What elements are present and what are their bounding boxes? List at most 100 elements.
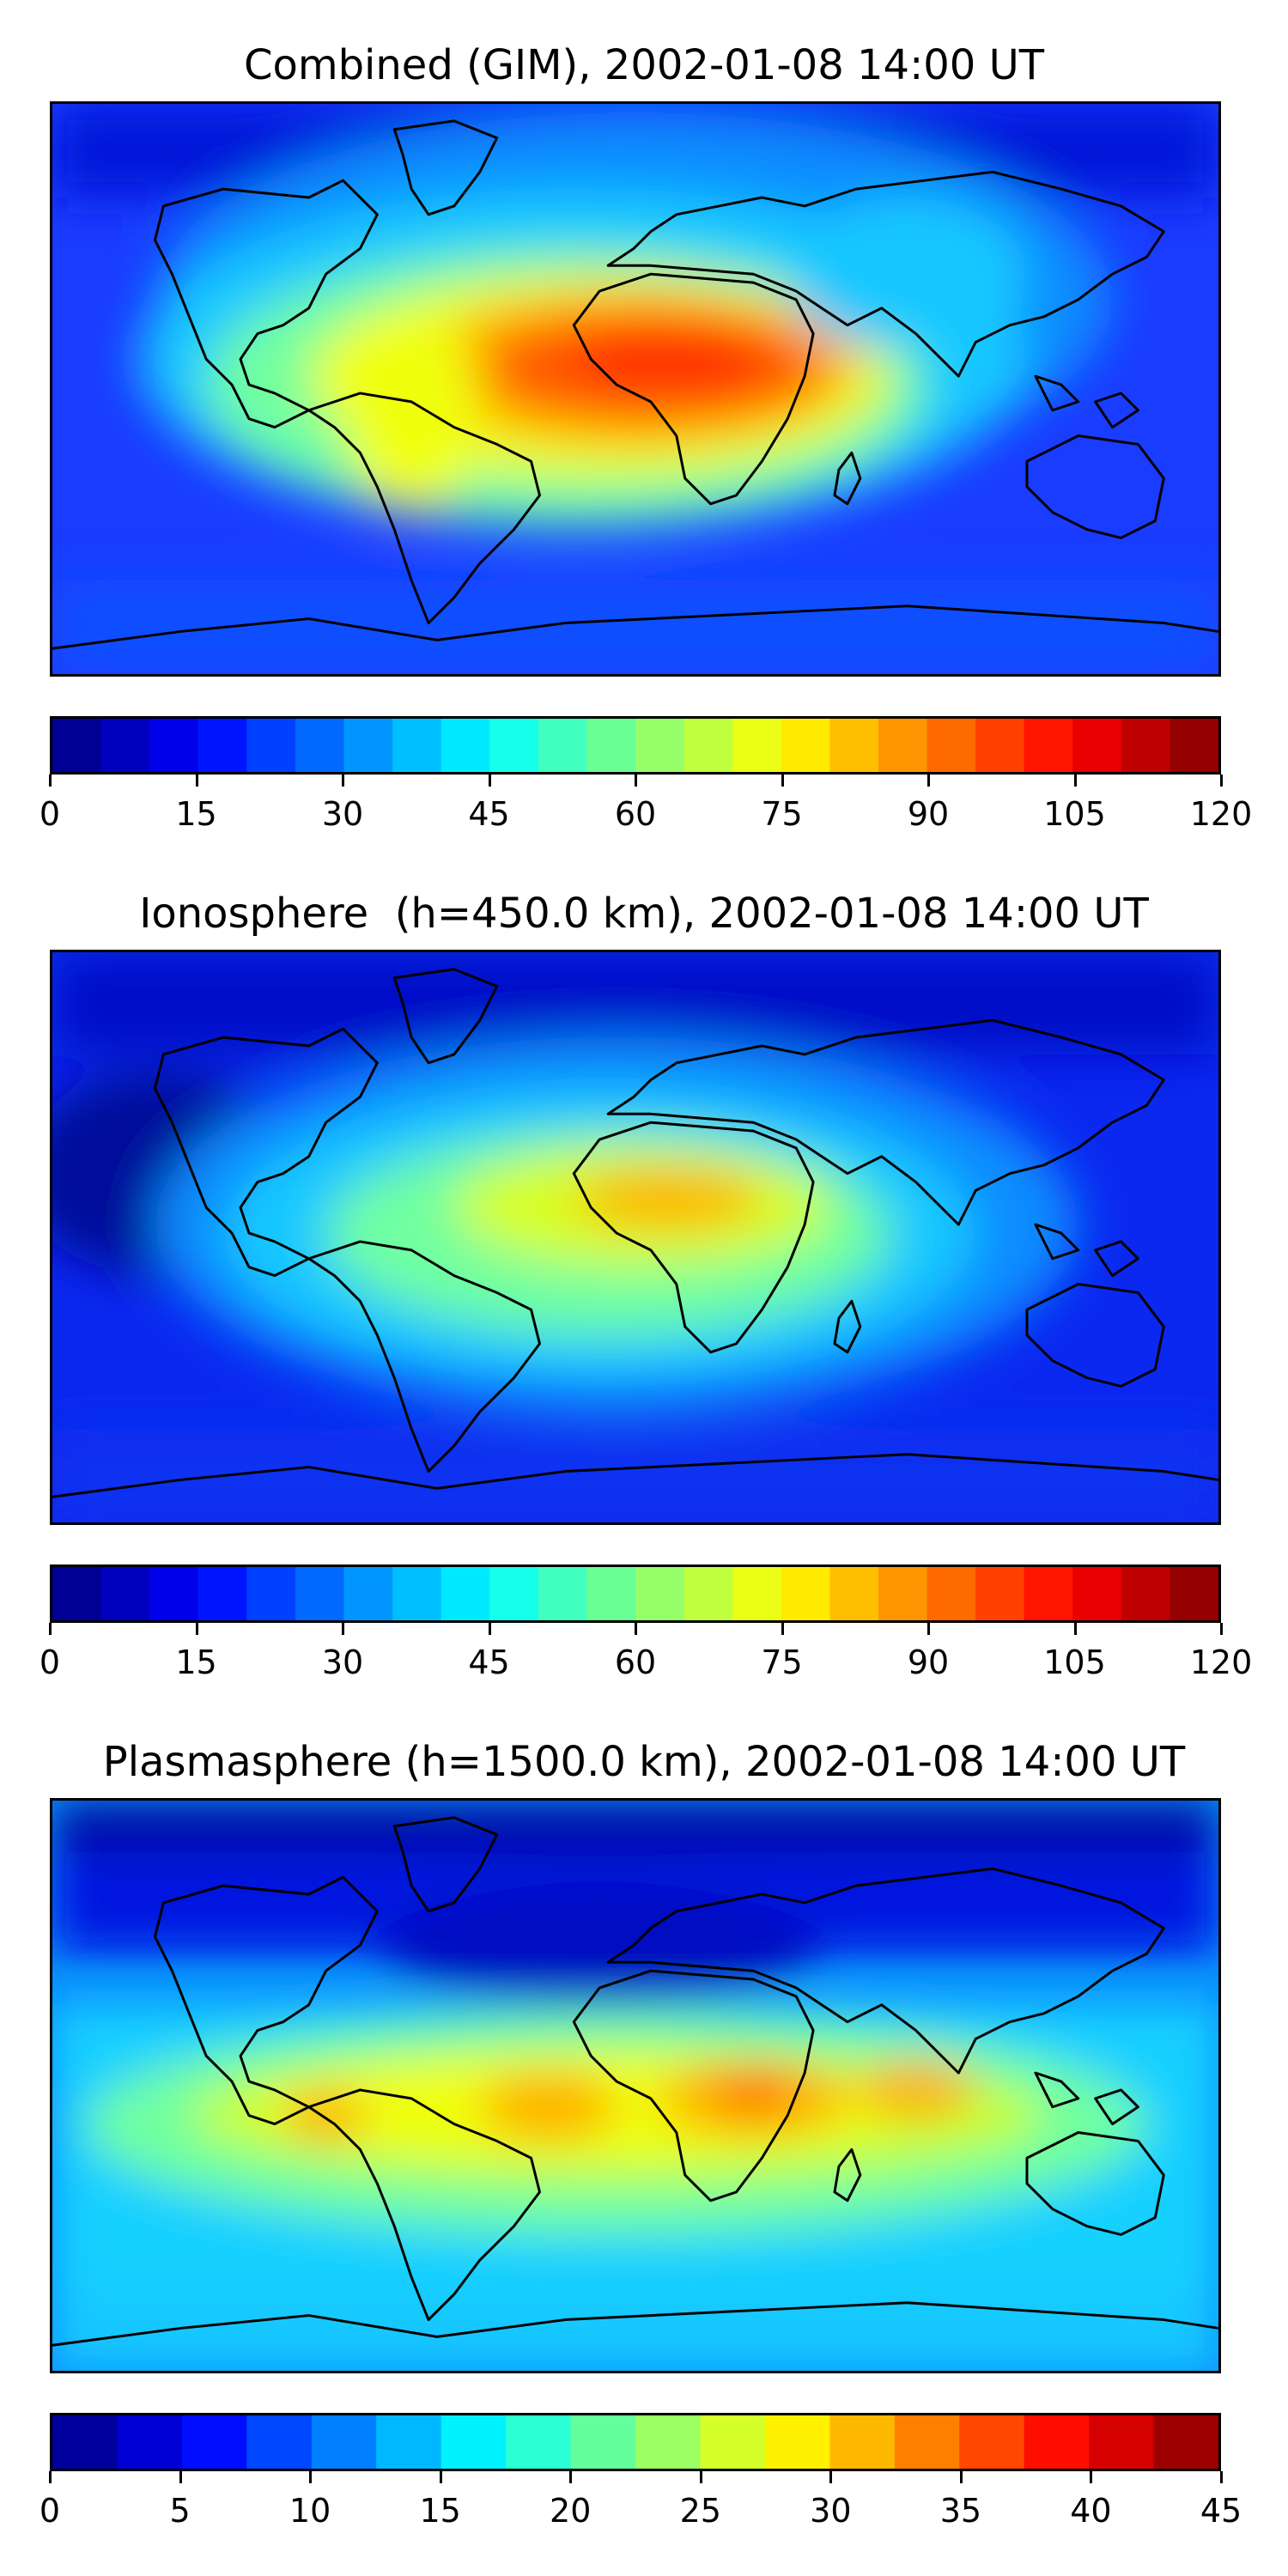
colorbar-swatch — [683, 719, 733, 772]
colorbar-swatch — [732, 719, 782, 772]
colorbar-swatch — [246, 1567, 296, 1620]
colorbar-swatch — [311, 2415, 377, 2469]
colorbar-swatch — [100, 719, 150, 772]
colorbar-swatch — [1121, 719, 1171, 772]
colorbar-swatch — [1024, 719, 1073, 772]
colorbar-tick-mark — [342, 775, 344, 787]
colorbar-swatch — [197, 1567, 247, 1620]
colorbar-tick-mark — [569, 2471, 573, 2483]
colorbar-swatch — [392, 1567, 442, 1620]
colorbar-tick-label: 30 — [321, 1643, 364, 1681]
colorbar-tick-mark — [49, 2471, 52, 2483]
colorbar-swatch — [1121, 1567, 1171, 1620]
colorbar-2-ticks: 0 15 30 45 60 75 90 105 120 — [39, 1623, 1252, 1683]
colorbar-tick-mark — [488, 775, 491, 787]
colorbar-swatch — [440, 719, 490, 772]
colorbar-swatch — [570, 2415, 636, 2469]
colorbar-tick-mark — [1090, 2471, 1093, 2483]
colorbar-tick-label: 90 — [907, 1643, 950, 1681]
colorbar-tick-mark — [195, 1623, 198, 1635]
colorbar-swatch — [1024, 1567, 1073, 1620]
colorbar-tick-mark — [959, 2471, 963, 2483]
colorbar-tick-label: 45 — [468, 795, 510, 833]
colorbar-tick-mark — [927, 1623, 930, 1635]
colorbar-swatch — [635, 719, 685, 772]
colorbar-swatch — [246, 719, 296, 772]
colorbar-tick-mark — [488, 1623, 491, 1635]
colorbar-tick-mark — [1220, 775, 1223, 787]
colorbar-swatch — [732, 1567, 782, 1620]
colorbar-swatch — [1170, 1567, 1218, 1620]
colorbar-tick-label: 120 — [1189, 795, 1253, 833]
colorbar-swatch — [52, 2415, 118, 2469]
colorbar-tick-label: 45 — [1200, 2492, 1242, 2530]
colorbar-tick-mark — [635, 775, 637, 787]
colorbar-tick-mark — [49, 775, 52, 787]
panel-3-title: Plasmasphere (h=1500.0 km), 2002-01-08 1… — [102, 1738, 1186, 1786]
colorbar-tick-label: 20 — [550, 2492, 592, 2530]
colorbar-tick-mark — [1220, 1623, 1223, 1635]
colorbar-swatch — [927, 1567, 976, 1620]
colorbar-tick-label: 30 — [321, 795, 364, 833]
colorbar-2 — [50, 1564, 1221, 1623]
colorbar-1-ticks: 0 15 30 45 60 75 90 105 120 — [39, 775, 1252, 835]
colorbar-tick-label: 25 — [679, 2492, 721, 2530]
colorbar-tick-label: 45 — [468, 1643, 510, 1681]
colorbar-swatch — [181, 2415, 247, 2469]
colorbar-tick-mark — [309, 2471, 313, 2483]
colorbar-swatch — [538, 1567, 588, 1620]
colorbar-tick-mark — [781, 1623, 784, 1635]
colorbar-swatch — [829, 1567, 879, 1620]
colorbar-swatch — [149, 719, 199, 772]
colorbar-swatch — [635, 1567, 685, 1620]
colorbar-swatch — [894, 2415, 960, 2469]
colorbar-swatch — [197, 719, 247, 772]
coastlines — [52, 1816, 1218, 2347]
colorbar-swatch — [52, 1567, 102, 1620]
colorbar-swatch — [878, 1567, 928, 1620]
colorbar-swatch — [295, 719, 345, 772]
colorbar-swatch — [829, 2415, 896, 2469]
tec-field-combined — [52, 104, 1218, 674]
colorbar-swatch — [1072, 719, 1122, 772]
panel-1-title: Combined (GIM), 2002-01-08 14:00 UT — [243, 41, 1045, 89]
colorbar-swatch — [586, 719, 636, 772]
colorbar-swatch — [117, 2415, 183, 2469]
colorbar-tick-mark — [195, 775, 198, 787]
colorbar-1 — [50, 716, 1221, 775]
colorbar-swatch — [975, 1567, 1025, 1620]
colorbar-tick-mark — [927, 775, 930, 787]
colorbar-swatch — [1089, 2415, 1155, 2469]
colorbar-tick-mark — [635, 1623, 637, 1635]
colorbar-swatch — [343, 719, 393, 772]
colorbar-swatch — [506, 2415, 572, 2469]
colorbar-tick-label: 15 — [175, 1643, 217, 1681]
colorbar-tick-mark — [439, 2471, 442, 2483]
colorbar-tick-label: 120 — [1189, 1643, 1253, 1681]
colorbar-swatch — [975, 719, 1025, 772]
colorbar-3-ticks: 0 5 10 15 20 25 30 35 40 45 — [39, 2471, 1242, 2531]
ionosphere-map — [50, 950, 1221, 1525]
colorbar-swatch — [781, 1567, 830, 1620]
tec-field-plasmasphere — [52, 1801, 1218, 2371]
colorbar-swatch — [1024, 2415, 1090, 2469]
colorbar-tick-mark — [342, 1623, 344, 1635]
colorbar-swatch — [440, 1567, 490, 1620]
colorbar-swatch — [927, 719, 976, 772]
colorbar-swatch — [295, 1567, 345, 1620]
coastlines — [52, 119, 1218, 650]
colorbar-swatch — [343, 1567, 393, 1620]
colorbar-swatch — [635, 2415, 702, 2469]
colorbar-swatch — [683, 1567, 733, 1620]
colorbar-swatch — [246, 2415, 313, 2469]
colorbar-swatch — [878, 719, 928, 772]
colorbar-swatch — [781, 719, 830, 772]
colorbar-tick-label: 75 — [761, 1643, 803, 1681]
colorbar-swatch — [100, 1567, 150, 1620]
colorbar-swatch — [52, 719, 102, 772]
colorbar-swatch — [440, 2415, 507, 2469]
colorbar-tick-mark — [49, 1623, 52, 1635]
colorbar-tick-label: 60 — [614, 795, 657, 833]
colorbar-swatch — [1072, 1567, 1122, 1620]
colorbar-tick-mark — [1220, 2471, 1223, 2483]
